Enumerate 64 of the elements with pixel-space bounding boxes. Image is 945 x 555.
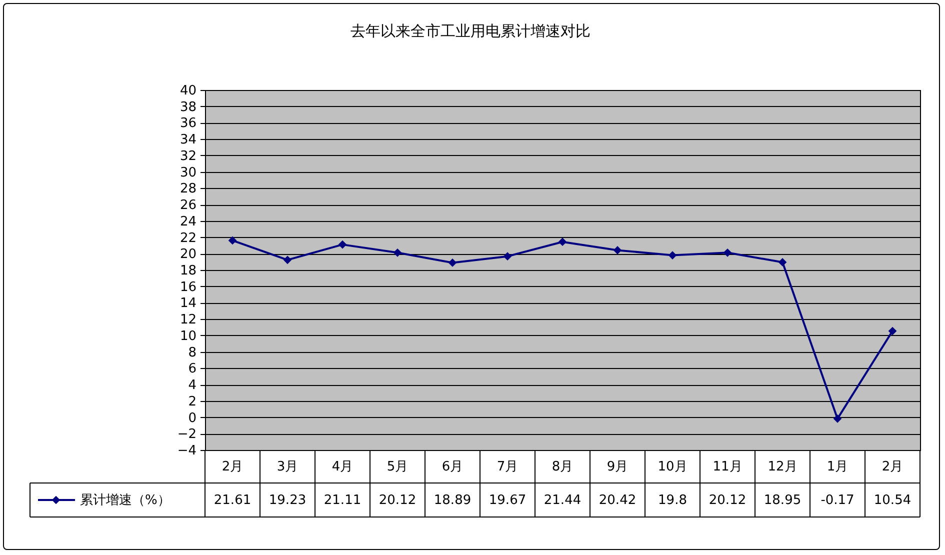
y-tick-label: −2 bbox=[177, 427, 196, 442]
y-tick-label: 8 bbox=[188, 345, 196, 360]
y-tick-label: 34 bbox=[180, 132, 196, 148]
x-tick-label: 2月 bbox=[222, 460, 244, 474]
data-label: 20.12 bbox=[708, 493, 746, 508]
data-label: 21.61 bbox=[214, 493, 252, 508]
x-tick-label: 12月 bbox=[768, 460, 798, 474]
point bbox=[283, 256, 292, 264]
y-tick-label: 14 bbox=[180, 296, 196, 312]
point bbox=[558, 238, 567, 246]
y-tick-label: 2 bbox=[188, 394, 196, 410]
chart-title: 去年以来全市工业用电累计增速对比 bbox=[350, 22, 590, 40]
x-tick-label: 10月 bbox=[658, 460, 688, 474]
y-tick-label: 18 bbox=[180, 264, 196, 278]
y-tick-label: 0 bbox=[188, 410, 196, 426]
point bbox=[723, 248, 732, 257]
point bbox=[778, 258, 787, 266]
x-tick-label: 5月 bbox=[386, 460, 408, 474]
x-tick-label: 4月 bbox=[332, 460, 354, 474]
point bbox=[228, 236, 237, 245]
data-label: 19.8 bbox=[658, 493, 687, 508]
x-tick-label: 2月 bbox=[882, 460, 904, 474]
y-tick-label: 24 bbox=[180, 214, 196, 230]
data-label: 18.89 bbox=[434, 493, 472, 508]
data-label: 19.67 bbox=[488, 493, 526, 508]
point bbox=[448, 258, 457, 267]
y-tick-label: 26 bbox=[180, 198, 196, 214]
x-tick-label: 11月 bbox=[712, 460, 742, 474]
data-label: -0.17 bbox=[820, 493, 854, 508]
y-tick-label: 28 bbox=[180, 182, 196, 197]
point bbox=[393, 248, 402, 257]
data-label: 20.42 bbox=[598, 493, 636, 508]
point bbox=[888, 326, 897, 336]
y-tick-label: 36 bbox=[180, 116, 196, 132]
data-label: 21.44 bbox=[544, 493, 582, 508]
y-tick-label: 20 bbox=[180, 247, 196, 262]
y-tick-label: 16 bbox=[180, 280, 196, 295]
y-tick-label: 12 bbox=[180, 312, 196, 328]
y-tick-label: 30 bbox=[180, 165, 196, 180]
point bbox=[833, 414, 842, 423]
point bbox=[613, 246, 622, 254]
y-tick-label: 6 bbox=[188, 362, 196, 377]
point bbox=[338, 240, 347, 249]
point bbox=[503, 252, 512, 261]
x-tick-label: 8月 bbox=[552, 460, 574, 474]
x-tick-label: 3月 bbox=[276, 460, 298, 474]
x-tick-label: 7月 bbox=[496, 460, 518, 474]
data-label: 19.23 bbox=[268, 493, 306, 508]
y-tick-label: 22 bbox=[180, 230, 196, 246]
data-label: 20.12 bbox=[378, 493, 416, 508]
data-label: 18.95 bbox=[764, 493, 802, 508]
x-tick-label: 9月 bbox=[606, 460, 628, 474]
data-label: 21.11 bbox=[324, 493, 362, 508]
x-tick-label: 6月 bbox=[442, 460, 464, 474]
y-tick-label: 40 bbox=[180, 84, 196, 98]
x-tick-label: 1月 bbox=[826, 460, 848, 474]
y-tick-label: 10 bbox=[180, 328, 196, 344]
y-tick-label: 38 bbox=[180, 100, 196, 115]
data-label: 10.54 bbox=[874, 493, 912, 508]
legend-label: 累计增速（%） bbox=[80, 493, 170, 508]
y-tick-label: −4 bbox=[177, 444, 196, 458]
y-tick-label: 32 bbox=[180, 148, 196, 164]
point bbox=[668, 251, 677, 260]
y-tick-label: 4 bbox=[188, 378, 196, 394]
